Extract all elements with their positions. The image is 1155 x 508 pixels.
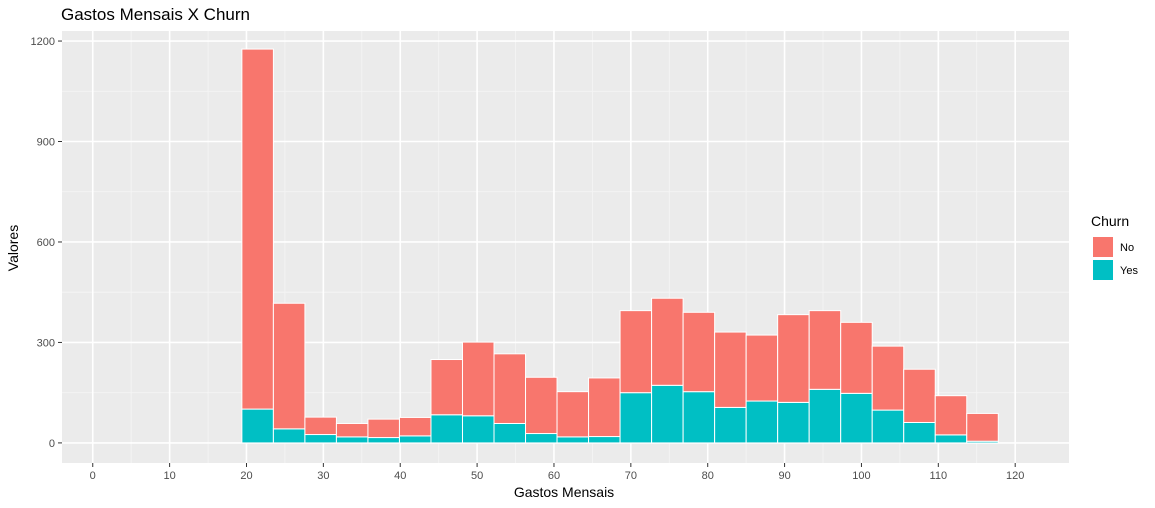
x-axis-title: Gastos Mensais — [514, 484, 614, 500]
bar-no — [241, 48, 274, 410]
bar-no — [461, 341, 495, 417]
bar-no — [493, 353, 527, 424]
y-tick-label: 300 — [37, 337, 55, 349]
y-tick-label: 900 — [37, 137, 55, 149]
bar-yes — [430, 414, 463, 444]
bar-yes — [682, 391, 716, 444]
bar-yes — [272, 428, 306, 444]
bar-no — [367, 418, 400, 439]
bar-yes — [808, 388, 842, 444]
bar-no — [588, 377, 621, 438]
bar-no — [934, 395, 968, 436]
bar-yes — [304, 434, 337, 444]
y-tick-label: 0 — [49, 438, 55, 450]
legend-label-yes: Yes — [1120, 265, 1138, 277]
x-tick-label: 120 — [1006, 470, 1024, 482]
legend-key-no — [1093, 237, 1113, 257]
bar-no — [556, 391, 590, 438]
bar-no — [714, 331, 747, 408]
x-tick-label: 100 — [852, 470, 870, 482]
bar-no — [651, 297, 684, 386]
bar-no — [272, 302, 306, 430]
x-tick-label: 80 — [702, 470, 714, 482]
x-tick-label: 40 — [394, 470, 406, 482]
x-axis: 0 10 20 30 40 50 60 70 80 90 100 110 120 — [90, 463, 1024, 482]
bar-yes — [871, 409, 905, 444]
histogram-bars — [241, 48, 999, 444]
bar-yes — [745, 400, 779, 444]
bar-yes — [588, 436, 621, 444]
bar-yes — [934, 434, 968, 444]
bar-no — [745, 334, 779, 402]
legend-key-yes — [1093, 260, 1113, 280]
bar-yes — [493, 422, 527, 444]
bar-yes — [903, 421, 936, 444]
y-axis: 0 300 600 900 1200 — [31, 36, 62, 450]
bar-yes — [651, 384, 684, 444]
legend: Churn No Yes — [1091, 213, 1138, 280]
bar-yes — [335, 436, 369, 444]
x-tick-label: 30 — [317, 470, 329, 482]
bar-no — [682, 311, 716, 393]
bar-yes — [461, 415, 495, 444]
bar-no — [777, 314, 810, 403]
bar-no — [335, 422, 369, 438]
bar-yes — [525, 433, 558, 444]
x-tick-label: 20 — [240, 470, 252, 482]
x-tick-label: 60 — [548, 470, 560, 482]
y-tick-label: 1200 — [31, 36, 55, 48]
bar-yes — [398, 435, 432, 444]
x-tick-label: 50 — [471, 470, 483, 482]
bar-no — [398, 416, 432, 437]
x-tick-label: 110 — [930, 470, 948, 482]
legend-title: Churn — [1091, 213, 1129, 229]
bar-yes — [714, 406, 747, 444]
y-tick-label: 600 — [37, 237, 55, 249]
bar-yes — [777, 401, 810, 444]
bar-no — [430, 359, 463, 416]
x-tick-label: 0 — [90, 470, 96, 482]
chart-title: Gastos Mensais X Churn — [61, 5, 250, 24]
bar-yes — [840, 392, 873, 444]
bar-yes — [367, 437, 400, 444]
x-tick-label: 90 — [778, 470, 790, 482]
bar-no — [871, 345, 905, 411]
bar-yes — [241, 408, 274, 444]
bar-no — [903, 368, 936, 423]
bar-yes — [619, 392, 653, 444]
x-tick-label: 10 — [163, 470, 175, 482]
bar-no — [840, 321, 873, 394]
y-axis-title: Valores — [5, 225, 21, 271]
bar-no — [525, 376, 558, 435]
bar-no — [304, 416, 337, 436]
bar-no — [966, 412, 999, 442]
bar-no — [808, 310, 842, 390]
legend-label-no: No — [1120, 242, 1134, 254]
x-tick-label: 70 — [625, 470, 637, 482]
bar-yes — [556, 436, 590, 444]
bar-no — [619, 310, 653, 394]
